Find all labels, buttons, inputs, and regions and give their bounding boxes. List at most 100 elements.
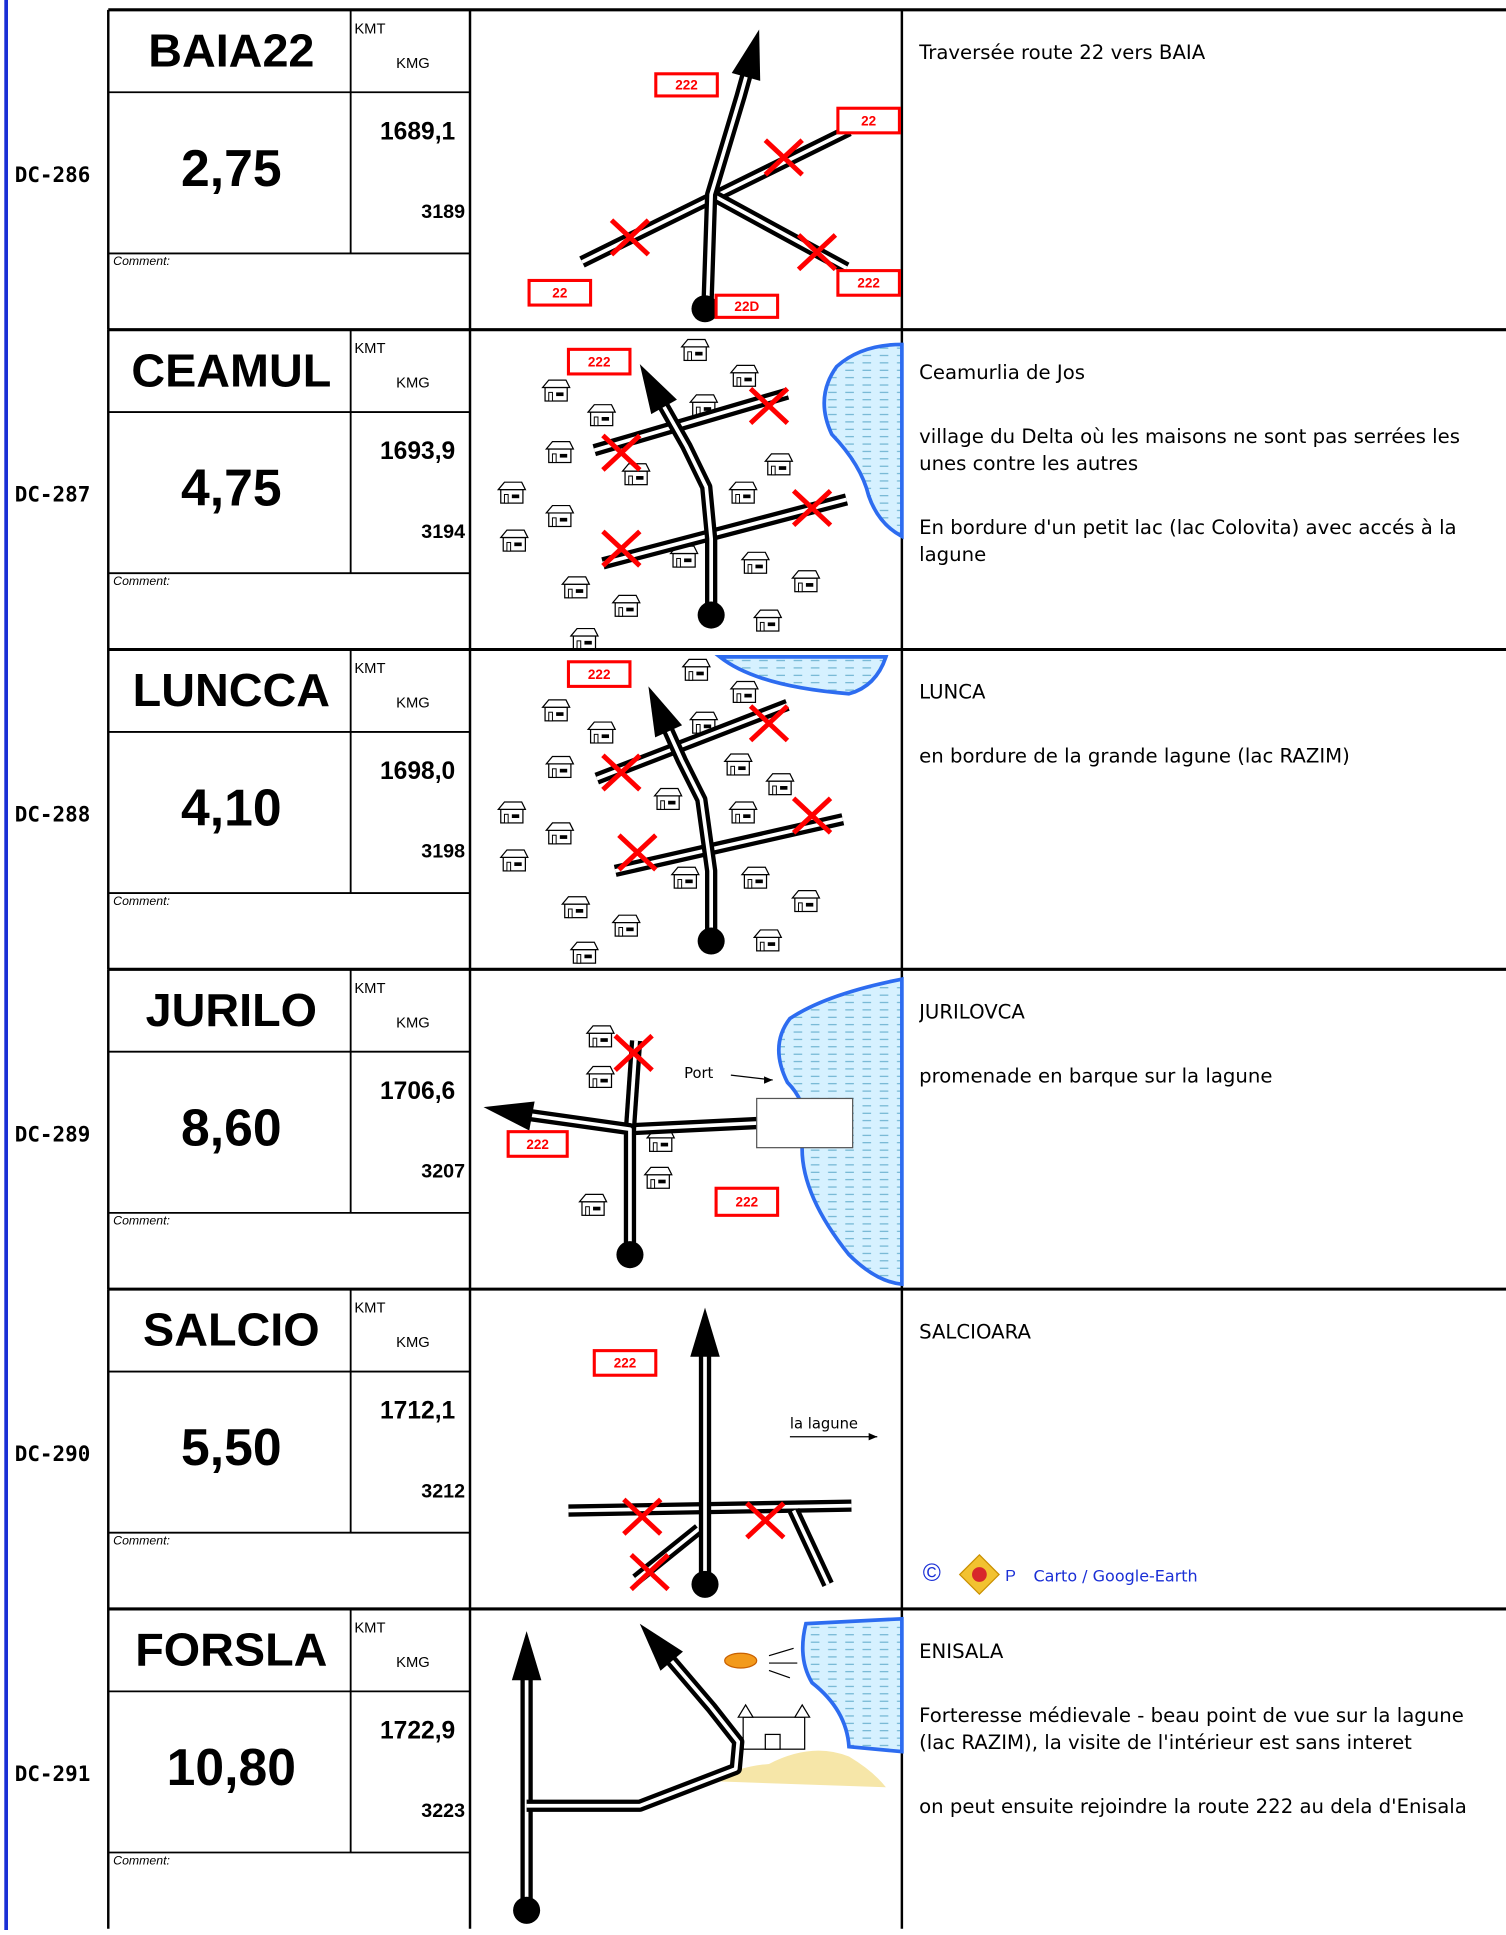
house-roof [560, 896, 591, 905]
house-roof [585, 1065, 615, 1075]
house-window [559, 835, 568, 839]
house-roof [541, 379, 571, 389]
route-map [511, 1616, 904, 1924]
description-text: LUNCA en bordure de la grande lagune (lac… [919, 679, 1500, 770]
route-box [527, 278, 593, 307]
house-door [677, 879, 683, 889]
view-ray [768, 1669, 791, 1679]
road-inner [614, 817, 844, 873]
house-window [738, 766, 746, 771]
lake [800, 1616, 904, 1754]
house-icon [729, 364, 759, 387]
house-roof [688, 394, 719, 403]
kmt-value: 1722,9 [380, 1717, 455, 1744]
kmg-value: 3189 [421, 201, 465, 223]
house-door [548, 391, 553, 402]
house-door [585, 1206, 590, 1216]
road-inner [664, 726, 714, 942]
route-box [836, 106, 901, 135]
house-roof [728, 481, 758, 491]
route-map: 222 [496, 655, 889, 964]
waypoint-name: JURILO [146, 984, 317, 1036]
route-box [714, 1186, 780, 1217]
kmg-value: 3194 [421, 521, 465, 543]
castle-tower [793, 1703, 811, 1718]
house-roof [653, 787, 683, 797]
house-icon [740, 866, 770, 889]
description-paragraph: promenade en barque sur la lagune [919, 1064, 1273, 1088]
house-roof [569, 941, 599, 951]
description: JURILOVCA promenade en barque sur la lagu… [919, 1000, 1273, 1088]
kmg-label: KMG [396, 376, 430, 392]
house-window [755, 564, 763, 569]
house-icon [560, 576, 591, 599]
house-window [744, 377, 752, 382]
house-door [660, 800, 665, 810]
description-paragraph: SALCIOARA [919, 1319, 1031, 1344]
house-roof [611, 594, 641, 604]
house-window [743, 494, 751, 499]
house-icon [544, 822, 575, 845]
house-roof [569, 627, 599, 637]
house-roof [740, 866, 770, 876]
house-door [506, 861, 512, 872]
house-door [593, 733, 599, 744]
arrow-head [731, 29, 761, 81]
house-icon [496, 801, 527, 824]
description-paragraph: village du Delta où les maisons ne sont … [919, 424, 1461, 475]
partial-distance: 2,75 [181, 139, 282, 197]
road-inner [629, 1121, 757, 1132]
house-roof [611, 914, 641, 924]
arrow-head [648, 686, 683, 738]
house-icon [728, 801, 758, 824]
kmt-label: KMT [354, 341, 385, 357]
house-window [660, 1142, 669, 1147]
house-door [551, 768, 557, 778]
house-window [743, 814, 751, 819]
house-roof [586, 721, 617, 731]
house-roof [541, 699, 571, 708]
red-cross [791, 489, 833, 528]
house-roof [586, 404, 617, 413]
route-number: 222 [614, 1356, 637, 1371]
house-icon [791, 889, 821, 913]
house-icon [653, 787, 683, 811]
route-number: 222 [588, 354, 611, 369]
house-door [567, 908, 573, 919]
house-icon [670, 866, 700, 889]
route-number: 222 [588, 667, 611, 682]
comment-label: Comment: [113, 1534, 170, 1548]
start-dot [616, 1241, 644, 1269]
house-roof [752, 929, 783, 938]
house-icon [569, 627, 599, 651]
house-icon [585, 1025, 615, 1048]
house-door [503, 813, 509, 824]
partial-distance: 4,10 [181, 778, 282, 836]
house-window [767, 942, 776, 946]
description-text: Ceamurlia de Jos village du Delta où les … [919, 359, 1500, 568]
house-door [736, 377, 742, 387]
description-paragraph: ENISALA [919, 1639, 1004, 1664]
house-icon [611, 594, 641, 617]
house-door [735, 813, 740, 824]
description-paragraph: En bordure d'un petit lac (lac Colovita)… [919, 515, 1457, 566]
waypoint-id: DC-290 [15, 1442, 91, 1466]
house-roof [681, 658, 711, 668]
route-box [506, 1130, 569, 1158]
house-roof [740, 551, 770, 561]
house-door [772, 785, 777, 796]
house-door [798, 902, 803, 912]
house-window [805, 902, 814, 907]
route-row: DC-287 CEAMUL KMT KMG 4,75 1693,9 3194 Comment:… [15, 328, 1506, 651]
kmt-label: KMT [354, 661, 385, 677]
house-window [636, 476, 644, 480]
house-icon [578, 1193, 608, 1216]
route-number: 22 [861, 113, 876, 128]
house-window [584, 640, 592, 645]
house-icon [544, 440, 575, 464]
red-cross [748, 704, 790, 743]
waypoint-name: CEAMUL [131, 344, 331, 396]
house-door [652, 1142, 658, 1152]
kmt-label: KMT [354, 1621, 385, 1637]
house-icon [765, 773, 795, 796]
